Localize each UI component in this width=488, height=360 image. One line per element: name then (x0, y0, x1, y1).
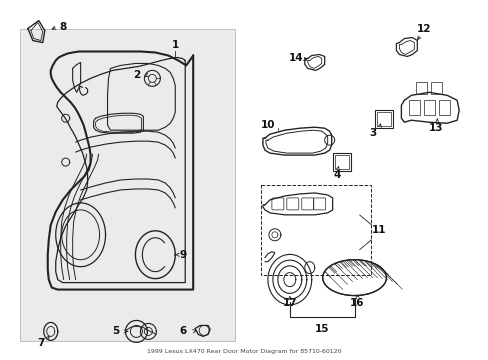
Text: 9: 9 (179, 250, 186, 260)
Text: 10: 10 (260, 120, 275, 130)
Bar (430, 82, 441, 94)
Bar (261, 185, 370, 275)
Bar (332, 153, 350, 171)
Text: 17: 17 (282, 297, 297, 307)
Text: 3: 3 (368, 128, 375, 138)
Text: 15: 15 (314, 324, 328, 334)
Text: 16: 16 (349, 297, 364, 307)
Text: 4: 4 (333, 170, 341, 180)
Text: 2: 2 (133, 71, 140, 80)
Text: 14: 14 (288, 54, 303, 63)
Bar (438, 100, 449, 115)
Text: 11: 11 (371, 225, 386, 235)
Bar (334, 155, 348, 169)
Text: 12: 12 (416, 24, 431, 33)
Text: 7: 7 (37, 338, 44, 348)
Bar (415, 82, 427, 94)
Text: 5: 5 (112, 327, 119, 336)
Bar (377, 112, 390, 126)
Text: 1999 Lexus LX470 Rear Door Motor Diagram for 85710-60120: 1999 Lexus LX470 Rear Door Motor Diagram… (146, 349, 341, 354)
Polygon shape (322, 260, 386, 296)
Text: 13: 13 (428, 123, 443, 133)
Bar (424, 100, 434, 115)
Text: 8: 8 (59, 22, 66, 32)
Bar (375, 110, 393, 128)
Text: 1: 1 (171, 40, 179, 50)
Bar (20, 30, 234, 341)
Bar (408, 100, 420, 115)
Text: 6: 6 (179, 327, 186, 336)
